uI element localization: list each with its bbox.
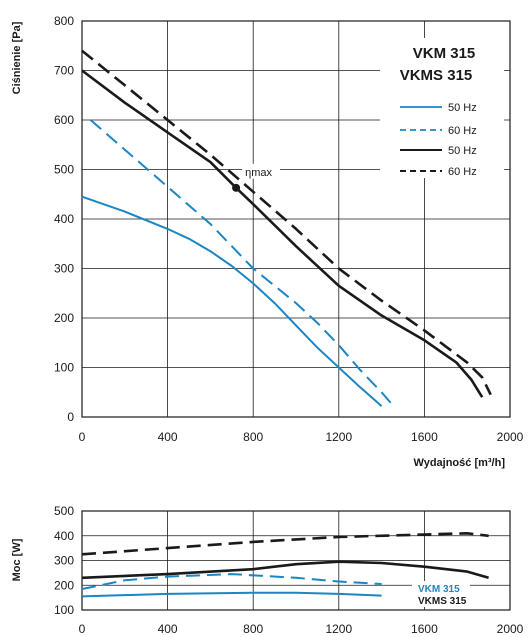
power-x-tick-label: 800: [243, 622, 263, 636]
pressure-y-tick-label: 600: [54, 113, 74, 127]
pressure-x-tick-label: 2000: [497, 430, 524, 444]
legend-title-vkms: VKMS 315: [400, 67, 473, 84]
power-y-tick-labels: 100 200 300 400 500: [54, 504, 74, 617]
power-x-tick-labels: 0 400 800 1200 1600 2000: [79, 622, 524, 636]
power-x-tick-label: 1600: [411, 622, 438, 636]
power-legend-background: [412, 581, 470, 607]
pressure-series-line: [81, 49, 492, 396]
legend-background: [380, 38, 504, 178]
power-series-line: [81, 560, 489, 580]
power-y-tick-label: 100: [54, 603, 74, 617]
pressure-y-axis-label: Ciśnienie [Pa]: [11, 21, 23, 94]
power-y-tick-label: 500: [54, 504, 74, 518]
power-x-tick-label: 1200: [325, 622, 352, 636]
pressure-chart: 0 100 200 300 400 500 600 700 800 0 400 800 1200 160…: [11, 14, 524, 469]
pressure-y-tick-label: 800: [54, 14, 74, 28]
pressure-grid: [81, 20, 511, 418]
pressure-x-tick-label: 800: [243, 430, 263, 444]
power-y-tick-label: 200: [54, 578, 74, 592]
legend-label-vkms-60hz: 60 Hz: [448, 166, 477, 178]
pressure-series: [81, 49, 492, 407]
power-series: [81, 531, 489, 598]
power-y-axis-label: Moc [W]: [11, 538, 23, 581]
eta-label-background: [242, 163, 281, 179]
legend-label-vkms-50hz: 50 Hz: [448, 145, 477, 157]
power-series-line: [81, 573, 382, 590]
pressure-legend: VKM 315 VKMS 315 50 Hz 60 Hz 50 Hz 60 Hz: [380, 38, 504, 178]
pressure-y-tick-label: 300: [54, 262, 74, 276]
power-legend: VKM 315 VKMS 315: [412, 581, 470, 607]
power-series-line: [81, 591, 382, 598]
power-y-tick-label: 300: [54, 554, 74, 568]
legend-label-vkm-50hz: 50 Hz: [448, 102, 477, 114]
pressure-x-tick-label: 400: [158, 430, 178, 444]
power-chart: 100 200 300 400 500 0 400 800 1200 1600 2000 Moc …: [11, 504, 524, 636]
pressure-y-tick-labels: 0 100 200 300 400 500 600 700 800: [54, 14, 74, 424]
pressure-y-tick-label: 400: [54, 212, 74, 226]
pressure-x-tick-labels: 0 400 800 1200 1600 2000: [79, 430, 524, 444]
pressure-x-tick-label: 1600: [411, 430, 438, 444]
legend-label-vkm-60hz: 60 Hz: [448, 125, 477, 137]
legend-title-vkm: VKM 315: [413, 45, 476, 62]
pressure-y-tick-label: 0: [67, 410, 74, 424]
pressure-x-tick-label: 0: [79, 430, 86, 444]
pressure-x-tick-label: 1200: [325, 430, 352, 444]
pressure-series-line: [89, 119, 394, 406]
eta-max-label: ηmax: [245, 167, 272, 179]
power-legend-vkms: VKMS 315: [418, 596, 467, 607]
pressure-series-line: [81, 69, 484, 398]
eta-max-annotation: ηmax: [232, 163, 281, 192]
pressure-y-tick-label: 500: [54, 163, 74, 177]
power-y-tick-label: 400: [54, 529, 74, 543]
power-legend-vkm: VKM 315: [418, 584, 460, 595]
pressure-series-line: [81, 195, 383, 407]
power-series-line: [81, 531, 489, 556]
pressure-y-tick-label: 100: [54, 361, 74, 375]
power-x-tick-label: 400: [158, 622, 178, 636]
pressure-y-tick-label: 200: [54, 311, 74, 325]
pressure-x-axis-label: Wydajność [m³/h]: [414, 457, 506, 469]
pressure-y-tick-label: 700: [54, 64, 74, 78]
power-x-tick-label: 0: [79, 622, 86, 636]
eta-max-point: [232, 183, 241, 192]
power-x-tick-label: 2000: [497, 622, 524, 636]
